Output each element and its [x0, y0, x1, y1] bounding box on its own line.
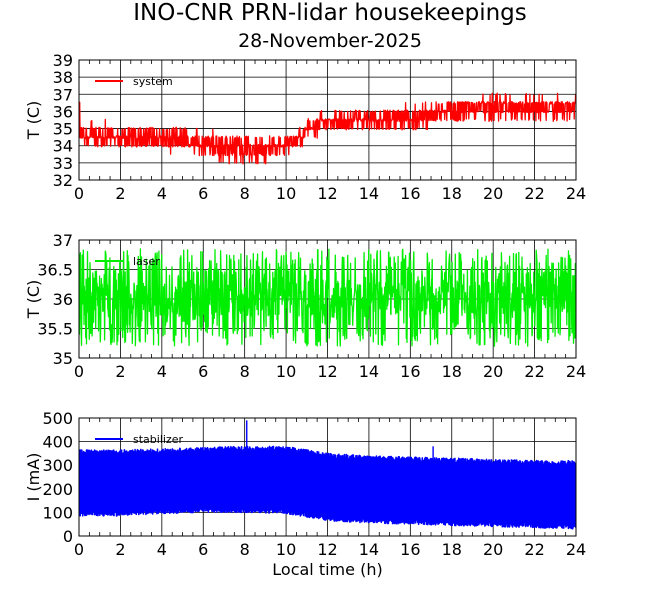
panel2-ytick-label: 36.5 — [37, 261, 73, 280]
panel2-xtick-label: 18 — [442, 362, 462, 381]
panel1-xtick-label: 10 — [276, 184, 296, 203]
panel1-ytick-label: 39 — [53, 51, 73, 70]
panel3-legend-label: stabilizer — [133, 433, 183, 446]
panel3-ytick-label: 100 — [42, 503, 73, 522]
panel2-xtick-label: 24 — [566, 362, 586, 381]
panel2-xtick-label: 8 — [240, 362, 250, 381]
panel2-frame — [78, 239, 577, 359]
panel3-xtick-label: 18 — [442, 540, 462, 559]
x-axis-label: Local time (h) — [272, 560, 382, 579]
panel3-xtick-label: 10 — [276, 540, 296, 559]
panel3-xtick-label: 0 — [74, 540, 84, 559]
panel2-xtick-label: 22 — [524, 362, 544, 381]
panel3-xtick-label: 6 — [198, 540, 208, 559]
panel2-xtick-label: 10 — [276, 362, 296, 381]
panel2-xtick-label: 20 — [483, 362, 503, 381]
panel2-xtick-label: 2 — [115, 362, 125, 381]
panel2-xtick-label: 12 — [317, 362, 337, 381]
panel3-xtick-label: 22 — [524, 540, 544, 559]
panel1-legend-label: system — [133, 75, 173, 88]
panel1-xtick-label: 6 — [198, 184, 208, 203]
panel1-ytick-label: 37 — [53, 85, 73, 104]
panel2-xtick-label: 0 — [74, 362, 84, 381]
panel3-frame — [78, 417, 577, 537]
panel3-xtick-label: 14 — [359, 540, 379, 559]
panel2-ytick-label: 36 — [53, 290, 73, 309]
panel1-ytick-label: 35 — [53, 120, 73, 139]
panel3-xtick-label: 16 — [400, 540, 420, 559]
panel1-xtick-label: 20 — [483, 184, 503, 203]
panel1-xtick-label: 12 — [317, 184, 337, 203]
panel2-xtick-label: 4 — [157, 362, 167, 381]
panel1-xtick-label: 22 — [524, 184, 544, 203]
panel3-xtick-label: 20 — [483, 540, 503, 559]
panel2-series-laser — [79, 248, 576, 347]
panel3-xtick-label: 12 — [317, 540, 337, 559]
panel3-ytick-label: 300 — [42, 456, 73, 475]
panel3-ytick-label: 400 — [42, 433, 73, 452]
panel2-ytick-label: 35.5 — [37, 320, 73, 339]
panel2-xtick-label: 6 — [198, 362, 208, 381]
panel3-ylabel: I (mA) — [24, 453, 43, 502]
panel1-xtick-label: 2 — [115, 184, 125, 203]
panel1-xtick-label: 0 — [74, 184, 84, 203]
figure-subtitle: 28-November-2025 — [238, 30, 422, 52]
panel3-ytick-label: 0 — [63, 527, 73, 546]
panel3-ytick-label: 200 — [42, 480, 73, 499]
panel1-series-system — [79, 92, 576, 165]
panel3-series-stabilizer — [79, 445, 576, 530]
panel1-ytick-label: 38 — [53, 68, 73, 87]
panel3-ytick-label: 500 — [42, 409, 73, 428]
panel1-xtick-label: 24 — [566, 184, 586, 203]
panel2-legend-label: laser — [133, 255, 160, 268]
panel1-xtick-label: 14 — [359, 184, 379, 203]
panel3-xtick-label: 24 — [566, 540, 586, 559]
panel1-ytick-label: 32 — [53, 171, 73, 190]
panel1-frame — [78, 59, 577, 181]
figure-title: INO-CNR PRN-lidar housekeepings — [133, 0, 527, 26]
panel3-xtick-label: 4 — [157, 540, 167, 559]
panel3-xtick-label: 2 — [115, 540, 125, 559]
panel2-xtick-label: 16 — [400, 362, 420, 381]
panel1-xtick-label: 16 — [400, 184, 420, 203]
panel3-xtick-label: 8 — [240, 540, 250, 559]
panel2-ytick-label: 37 — [53, 231, 73, 250]
panel1-ytick-label: 34 — [53, 137, 73, 156]
panel1-ytick-label: 33 — [53, 154, 73, 173]
panel1-xtick-label: 8 — [240, 184, 250, 203]
panel2-ylabel: T (C) — [24, 280, 43, 320]
panel1-xtick-label: 18 — [442, 184, 462, 203]
panel1-ytick-label: 36 — [53, 102, 73, 121]
panel1-ylabel: T (C) — [24, 101, 43, 141]
panel2-xtick-label: 14 — [359, 362, 379, 381]
panel1-xtick-label: 4 — [157, 184, 167, 203]
panel2-ytick-label: 35 — [53, 349, 73, 368]
